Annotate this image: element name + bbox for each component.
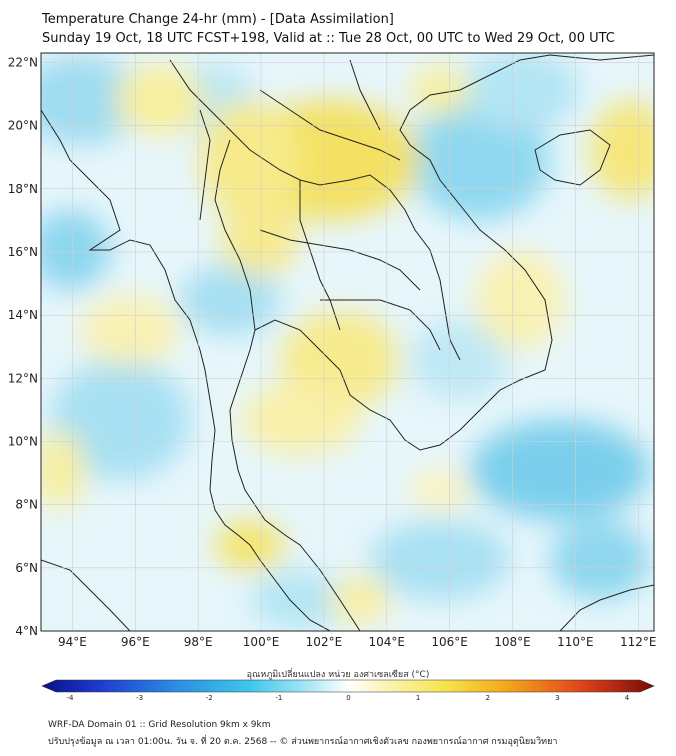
colorbar-tick-label: 3 xyxy=(555,694,559,702)
footer-update-info: ปรับปรุงข้อมูล ณ เวลา 01:00น. วัน จ. ที่… xyxy=(48,737,558,747)
colorbar-title: อุณหภูมิเปลี่ยนแปลง หน่วย องศาเซลเซียส (… xyxy=(246,670,430,680)
latitude-label: 12°N xyxy=(8,371,38,385)
longitude-label: 112°E xyxy=(620,635,657,649)
footer-model-info: WRF-DA Domain 01 :: Grid Resolution 9km … xyxy=(48,720,271,730)
latitude-label: 4°N xyxy=(15,624,38,638)
map-title: Temperature Change 24-hr (mm) - [Data As… xyxy=(42,12,394,27)
longitude-label: 100°E xyxy=(243,635,280,649)
colorbar-tick-label: -4 xyxy=(67,694,75,702)
longitude-label: 106°E xyxy=(431,635,468,649)
colorbar-bar xyxy=(41,679,655,693)
colorbar-tick-label: -2 xyxy=(206,694,213,702)
latitude-label: 8°N xyxy=(15,498,38,512)
colorbar-tick-label: -3 xyxy=(136,694,143,702)
longitude-labels: 94°E 96°E 98°E 100°E 102°E 104°E 106°E 108°E 110… xyxy=(58,635,657,649)
latitude-label: 20°N xyxy=(8,119,38,133)
latitude-label: 10°N xyxy=(8,434,38,448)
colorbar-ticks: -4 -3 -2 -1 0 1 2 3 4 xyxy=(67,694,630,702)
colorbar-tick-label: 2 xyxy=(486,694,490,702)
latitude-label: 22°N xyxy=(8,55,38,69)
latitude-label: 6°N xyxy=(15,561,38,575)
colorbar-tick-label: 0 xyxy=(346,694,350,702)
latitude-label: 16°N xyxy=(8,245,38,259)
colorbar-tick-label: -1 xyxy=(275,694,282,702)
colorbar-tick-label: 4 xyxy=(625,694,630,702)
map-field xyxy=(41,53,654,631)
longitude-label: 110°E xyxy=(557,635,594,649)
colorbar-tick-label: 1 xyxy=(416,694,420,702)
graticule xyxy=(41,53,654,632)
latitude-label: 14°N xyxy=(8,308,38,322)
map-subtitle: Sunday 19 Oct, 18 UTC FCST+198, Valid at… xyxy=(42,31,615,46)
longitude-label: 96°E xyxy=(121,635,150,649)
latitude-labels: 22°N 20°N 18°N 16°N 14°N 12°N 10°N 8°N 6°N 4°N xyxy=(8,55,38,638)
latitude-label: 18°N xyxy=(8,182,38,196)
map-frame xyxy=(40,52,655,632)
longitude-label: 108°E xyxy=(494,635,531,649)
longitude-label: 94°E xyxy=(58,635,87,649)
longitude-label: 98°E xyxy=(184,635,213,649)
longitude-label: 102°E xyxy=(306,635,343,649)
longitude-label: 104°E xyxy=(369,635,406,649)
coastline-borders xyxy=(41,54,654,631)
colorbar: -4 -3 -2 -1 0 1 2 3 4 xyxy=(41,679,655,702)
